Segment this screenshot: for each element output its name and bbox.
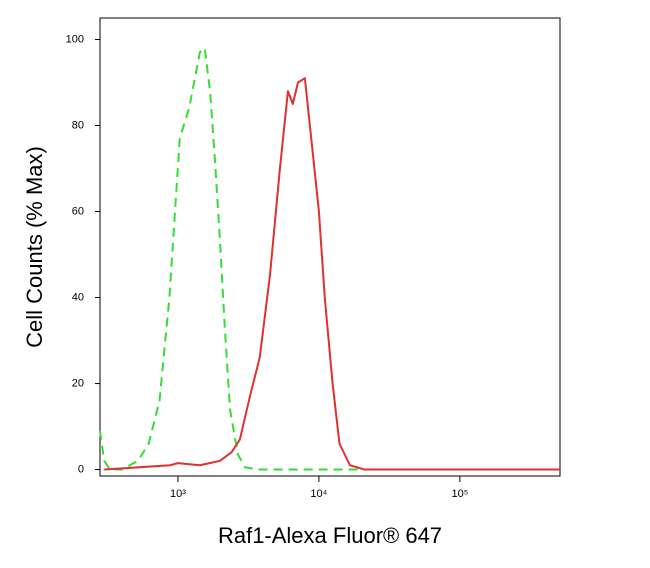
plot-frame bbox=[99, 17, 561, 477]
x-tick-label: 10³ bbox=[170, 488, 186, 500]
y-tick-label: 0 bbox=[78, 463, 84, 475]
x-axis-label: Raf1-Alexa Fluor® 647 bbox=[218, 523, 442, 548]
y-tick-label: 40 bbox=[72, 291, 84, 303]
y-axis-label: Cell Counts (% Max) bbox=[22, 146, 47, 348]
y-tick-label: 60 bbox=[72, 205, 84, 217]
y-tick-label: 20 bbox=[72, 377, 84, 389]
y-tick-label: 80 bbox=[72, 119, 84, 131]
x-tick-label: 10⁴ bbox=[310, 488, 327, 500]
series-line bbox=[104, 77, 560, 471]
series-line bbox=[99, 47, 560, 471]
y-tick-label: 100 bbox=[66, 33, 84, 45]
x-tick-label: 10⁵ bbox=[451, 488, 468, 500]
